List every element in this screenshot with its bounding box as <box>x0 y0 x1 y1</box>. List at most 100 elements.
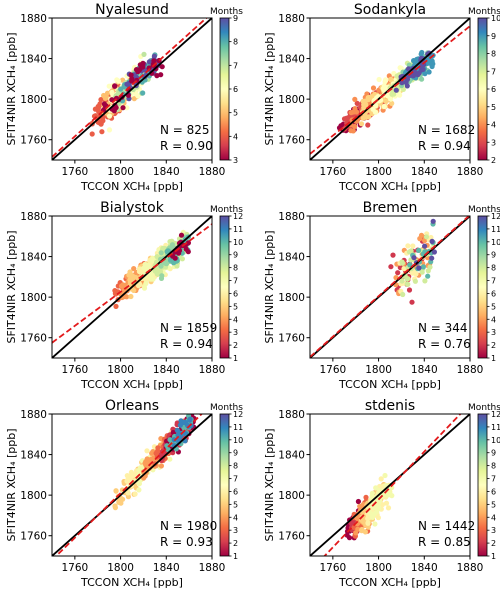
data-point <box>132 491 138 497</box>
colorbar-tick-label: 6 <box>491 487 496 496</box>
data-point <box>388 264 394 270</box>
x-tick-label: 1800 <box>365 166 392 178</box>
x-tick-label: 1800 <box>365 562 392 574</box>
data-point <box>167 437 173 443</box>
data-point <box>389 100 395 106</box>
colorbar-tick-label: 3 <box>233 156 238 165</box>
data-point <box>360 115 366 121</box>
y-tick-label: 1800 <box>20 490 47 502</box>
y-tick-label: 1840 <box>20 450 47 462</box>
stat-r: R = 0.94 <box>418 139 471 153</box>
data-point <box>405 281 411 287</box>
colorbar-title: Months <box>210 7 243 17</box>
data-point <box>112 290 118 296</box>
data-point <box>406 287 413 293</box>
data-point <box>383 98 389 104</box>
panel-title: Orleans <box>105 398 159 414</box>
colorbar <box>219 215 230 359</box>
data-point <box>405 243 411 249</box>
data-point <box>370 93 376 99</box>
data-point <box>178 433 184 439</box>
colorbar-tick-label: 7 <box>491 475 496 484</box>
data-point <box>352 96 358 102</box>
data-point <box>124 105 130 111</box>
stat-n: N = 1859 <box>160 321 217 335</box>
colorbar <box>477 413 488 557</box>
data-point <box>141 285 148 291</box>
data-point <box>136 268 142 275</box>
colorbar-tick-label: 7 <box>233 475 238 484</box>
stat-n: N = 825 <box>160 123 210 137</box>
colorbar-tick-label: 2 <box>491 539 496 548</box>
x-axis-label: TCCON XCH₄ [ppb] <box>338 180 441 193</box>
data-point <box>401 266 407 272</box>
identity-line <box>52 216 212 358</box>
colorbar-tick-label: 9 <box>491 449 496 458</box>
data-point <box>416 247 422 253</box>
data-point <box>118 86 124 92</box>
data-point <box>142 261 148 268</box>
data-point <box>106 113 113 119</box>
y-axis-label: SFIT4NIR XCH₄ [ppb] <box>263 32 276 145</box>
colorbar-tick-label: 3 <box>233 526 238 535</box>
data-point <box>155 445 161 451</box>
data-point <box>376 76 382 83</box>
y-tick-label: 1880 <box>20 409 47 421</box>
data-point <box>361 104 367 111</box>
colorbar-tick-label: 11 <box>491 225 500 234</box>
colorbar-tick-label: 12 <box>491 212 500 221</box>
colorbar-tick-label: 12 <box>491 410 500 419</box>
data-point <box>359 528 365 534</box>
data-point <box>399 260 405 266</box>
data-point <box>124 81 130 87</box>
stat-r: R = 0.76 <box>418 337 471 351</box>
data-point <box>133 91 139 97</box>
panel-sodankyla: 1760 1800 1840 1880 1760 1800 1840 1880 Sodankyl… <box>263 2 500 193</box>
y-tick-label: 1840 <box>20 252 47 264</box>
data-point <box>375 503 381 509</box>
data-point <box>375 515 381 521</box>
colorbar-tick-label: 12 <box>233 410 243 419</box>
data-point <box>103 95 109 101</box>
data-point <box>136 487 142 493</box>
data-point <box>146 59 152 65</box>
plot-frame <box>309 413 471 557</box>
data-point <box>104 90 111 96</box>
data-point <box>366 114 372 120</box>
y-tick-label: 1880 <box>278 211 305 223</box>
data-point <box>96 103 102 109</box>
colorbar-tick-label: 11 <box>233 225 243 234</box>
colorbar <box>219 17 230 161</box>
colorbar-tick-label: 12 <box>233 212 243 221</box>
colorbar-tick-label: 9 <box>491 32 496 41</box>
colorbar-tick-label: 5 <box>491 302 496 311</box>
data-point <box>158 463 164 469</box>
data-point <box>177 422 183 428</box>
x-axis-label: TCCON XCH₄ [ppb] <box>80 378 183 391</box>
colorbar-tick-label: 6 <box>233 487 238 496</box>
data-point <box>358 121 365 127</box>
data-point <box>369 490 375 496</box>
colorbar-title: Months <box>468 205 500 215</box>
y-tick-label: 1760 <box>278 135 305 147</box>
x-tick-label: 1840 <box>153 364 180 376</box>
x-tick-label: 1840 <box>153 562 180 574</box>
colorbar <box>219 413 230 557</box>
x-tick-label: 1800 <box>107 562 134 574</box>
colorbar-tick-label: 11 <box>491 423 500 432</box>
x-tick-label: 1760 <box>319 364 346 376</box>
y-tick-label: 1760 <box>20 333 47 345</box>
panel-title: Nyalesund <box>95 2 169 18</box>
y-tick-label: 1800 <box>20 94 47 106</box>
data-point <box>98 97 104 103</box>
colorbar <box>477 215 488 359</box>
data-point <box>423 234 430 240</box>
colorbar-tick-label: 6 <box>233 85 238 94</box>
data-point <box>383 500 390 506</box>
colorbar-tick-label: 1 <box>491 552 496 561</box>
y-tick-label: 1880 <box>20 211 47 223</box>
colorbar-tick-label: 4 <box>491 315 496 324</box>
data-point <box>425 273 431 279</box>
data-point <box>418 51 424 57</box>
regression-line <box>52 223 212 344</box>
